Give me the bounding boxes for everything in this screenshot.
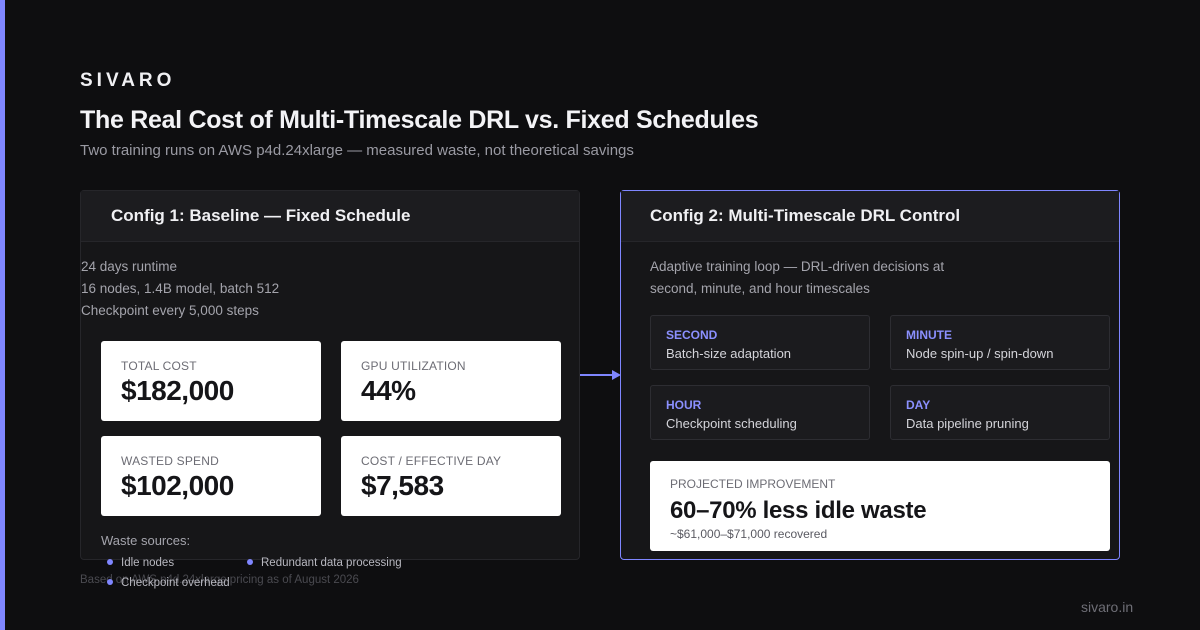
stat-label: WASTED SPEND <box>121 454 219 468</box>
tile-label: MINUTE <box>906 328 952 342</box>
stat-label: COST / EFFECTIVE DAY <box>361 454 502 468</box>
stat-label: GPU UTILIZATION <box>361 359 466 373</box>
timescale-tile-minute: MINUTE Node spin-up / spin-down <box>890 315 1110 370</box>
tile-label: SECOND <box>666 328 718 342</box>
stat-gpu-utilization: GPU UTILIZATION 44% <box>341 341 561 421</box>
tile-desc: Node spin-up / spin-down <box>906 346 1054 361</box>
config2-description-line: second, minute, and hour timescales <box>650 281 870 296</box>
page-subtitle: Two training runs on AWS p4d.24xlarge — … <box>80 142 634 159</box>
stat-value: $102,000 <box>121 470 234 501</box>
improvement-label: PROJECTED IMPROVEMENT <box>670 477 836 491</box>
config2-description-line: Adaptive training loop — DRL-driven deci… <box>650 259 945 274</box>
waste-sources-title: Waste sources: <box>101 533 191 548</box>
footnote: Based on AWS p4d.24xlarge pricing as of … <box>80 574 359 586</box>
improvement-value: 60–70% less idle waste <box>670 497 927 524</box>
stat-cost-per-day: COST / EFFECTIVE DAY $7,583 <box>341 436 561 516</box>
timescale-tile-second: SECOND Batch-size adaptation <box>650 315 870 370</box>
improvement-subtext: ~$61,000–$71,000 recovered <box>670 527 828 541</box>
stat-label: TOTAL COST <box>121 359 197 373</box>
waste-item: Idle nodes <box>107 557 174 569</box>
stat-value: $7,583 <box>361 470 444 501</box>
tile-desc: Data pipeline pruning <box>906 416 1029 431</box>
stat-wasted-spend: WASTED SPEND $102,000 <box>101 436 321 516</box>
stat-total-cost: TOTAL COST $182,000 <box>101 341 321 421</box>
waste-item: Checkpoint overhead <box>107 577 230 589</box>
config1-card: Config 1: Baseline — Fixed Schedule 24 d… <box>80 190 580 560</box>
bullet-icon <box>107 578 113 585</box>
timescale-tile-hour: HOUR Checkpoint scheduling <box>650 385 870 440</box>
stat-value: $182,000 <box>121 375 234 406</box>
config1-meta-runtime: 24 days runtime <box>81 259 178 274</box>
config2-description: Adaptive training loop — DRL-driven deci… <box>650 256 990 300</box>
accent-bar <box>0 0 5 630</box>
waste-item-label: Redundant data processing <box>261 557 402 569</box>
config1-meta-nodes: 16 nodes, 1.4B model, batch 512 <box>81 281 280 296</box>
waste-item: Redundant data processing <box>247 557 402 569</box>
config1-meta: 24 days runtime 16 nodes, 1.4B model, ba… <box>81 256 279 322</box>
site-url: sivaro.in <box>1081 599 1134 615</box>
config2-header: Config 2: Multi-Timescale DRL Control <box>621 191 1119 242</box>
brand-logo: SIVARO <box>80 70 176 91</box>
config1-meta-checkpoint: Checkpoint every 5,000 steps <box>81 303 259 318</box>
bullet-icon <box>247 558 253 565</box>
tile-label: HOUR <box>666 398 702 412</box>
tile-desc: Checkpoint scheduling <box>666 416 797 431</box>
stat-value: 44% <box>361 375 416 406</box>
page-title: The Real Cost of Multi-Timescale DRL vs.… <box>80 106 759 134</box>
waste-item-label: Idle nodes <box>121 557 175 569</box>
config2-card: Config 2: Multi-Timescale DRL Control Ad… <box>620 190 1120 560</box>
arrow-right-icon <box>580 370 621 380</box>
bullet-icon <box>107 558 113 565</box>
waste-item-label: Checkpoint overhead <box>121 577 230 589</box>
config1-header: Config 1: Baseline — Fixed Schedule <box>81 191 579 242</box>
projected-improvement-card: PROJECTED IMPROVEMENT 60–70% less idle w… <box>650 461 1110 551</box>
timescale-tile-day: DAY Data pipeline pruning <box>890 385 1110 440</box>
tile-label: DAY <box>906 398 931 412</box>
tile-desc: Batch-size adaptation <box>666 346 792 361</box>
